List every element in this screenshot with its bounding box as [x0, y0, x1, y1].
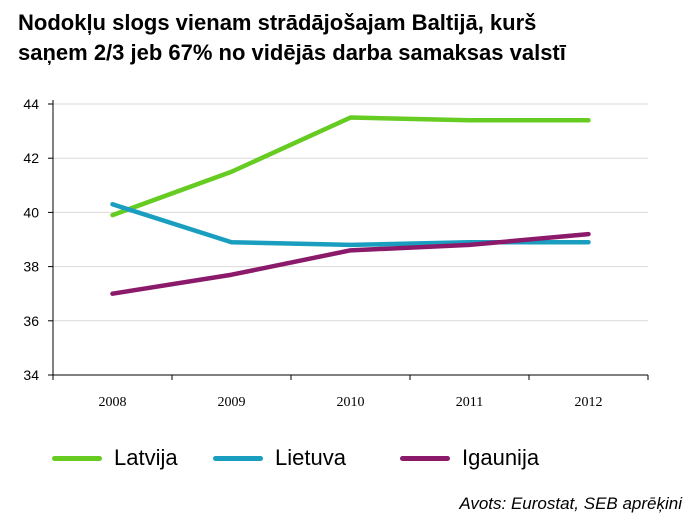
legend-item-latvija: Latvija — [52, 440, 178, 476]
y-tick-label-44: 44 — [23, 96, 39, 112]
chart-title: Nodokļu slogs vienam strādājošajam Balti… — [18, 8, 683, 68]
series-line-igaunija — [110, 231, 591, 296]
legend-label-latvija: Latvija — [114, 445, 178, 470]
chart-title-line-2: saņem 2/3 jeb 67% no vidējās darba samak… — [18, 40, 566, 65]
y-tick-label-40: 40 — [23, 204, 39, 220]
legend-label-lietuva: Lietuva — [275, 445, 346, 470]
x-tick-label-2009: 2009 — [218, 395, 246, 410]
legend-swatch-latvija — [52, 455, 102, 461]
legend-swatch-lietuva — [213, 455, 263, 461]
legend-swatch-igaunija — [400, 455, 450, 461]
y-tick-label-34: 34 — [23, 367, 39, 383]
x-tick-label-2012: 2012 — [575, 395, 603, 410]
x-tick-label-2011: 2011 — [456, 395, 483, 410]
legend-label-igaunija: Igaunija — [462, 445, 540, 470]
chart-legend: Latvija Lietuva Igaunija — [0, 440, 689, 476]
x-tick-label-2008: 2008 — [99, 395, 127, 410]
y-tick-label-36: 36 — [23, 313, 39, 329]
y-tick-label-42: 42 — [23, 150, 39, 166]
x-tick-label-2010: 2010 — [337, 395, 365, 410]
legend-item-lietuva: Lietuva — [213, 440, 346, 476]
chart-title-line-1: Nodokļu slogs vienam strādājošajam Balti… — [18, 10, 537, 35]
legend-item-igaunija: Igaunija — [400, 440, 539, 476]
series-line-latvija — [110, 115, 591, 218]
source-note: Avots: Eurostat, SEB aprēķini — [459, 494, 682, 513]
line-chart: 34 36 38 40 42 44 2008 2009 2010 2011 2012 — [23, 96, 649, 410]
y-tick-label-38: 38 — [23, 259, 39, 275]
